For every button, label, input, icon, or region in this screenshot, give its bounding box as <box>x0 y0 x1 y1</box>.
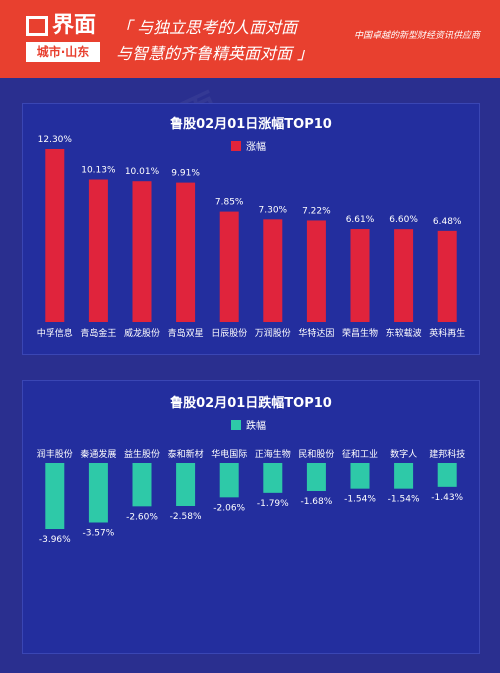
category-label: 益生股份 <box>124 448 160 460</box>
legend-label: 涨幅 <box>246 140 266 153</box>
bar <box>394 229 414 322</box>
brand-logo: 界面 城市·山东 <box>26 12 100 64</box>
data-label: -1.54% <box>388 495 420 505</box>
bar <box>45 149 65 322</box>
data-label: -2.60% <box>126 512 158 522</box>
chart-title: 鲁股02月01日跌幅TOP10 <box>170 395 332 411</box>
logo-sub-text: 城市·山东 <box>26 42 100 62</box>
logo-brand-text: 界面 <box>52 13 97 38</box>
category-label: 青岛双星 <box>168 327 204 339</box>
category-label: 华特达因 <box>298 327 334 339</box>
data-label: -1.68% <box>300 497 332 507</box>
category-label: 中孚信息 <box>37 327 73 339</box>
category-label: 秦通发展 <box>80 448 116 460</box>
data-label: 9.91% <box>171 169 200 179</box>
bar <box>437 230 457 322</box>
bar <box>132 463 152 507</box>
bar <box>176 463 196 506</box>
category-label: 英科再生 <box>429 327 465 339</box>
category-label: 建邦科技 <box>429 448 465 460</box>
data-label: -3.96% <box>39 535 71 545</box>
data-label: 10.01% <box>125 167 160 177</box>
bar <box>394 463 414 489</box>
slogan-line-2: 与智慧的齐鲁精英面对面 」 <box>116 44 314 63</box>
bar <box>306 220 326 322</box>
bar <box>437 463 457 487</box>
chart-title: 鲁股02月01日涨幅TOP10 <box>170 116 332 132</box>
category-label: 正海生物 <box>255 448 291 460</box>
data-label: -1.54% <box>344 495 376 505</box>
bar <box>306 463 326 491</box>
bar <box>176 182 196 322</box>
data-label: 12.30% <box>38 135 73 145</box>
category-label: 日辰股份 <box>211 327 247 339</box>
bar <box>263 219 283 322</box>
data-label: -2.58% <box>170 512 202 522</box>
header-banner: 界面 城市·山东 「 与独立思考的人面对面 与智慧的齐鲁精英面对面 」 中国卓越… <box>0 0 500 78</box>
category-label: 威龙股份 <box>124 327 160 339</box>
legend-swatch <box>231 420 241 430</box>
bar <box>45 463 65 529</box>
data-label: -1.43% <box>431 493 463 503</box>
category-label: 青岛金王 <box>80 327 116 339</box>
bar <box>132 181 152 322</box>
category-label: 数字人 <box>390 448 417 460</box>
tagline: 中国卓越的新型财经资讯供应商 <box>353 31 480 41</box>
data-label: 7.30% <box>259 205 288 215</box>
bar <box>219 463 239 498</box>
bar <box>350 229 370 322</box>
category-label: 万润股份 <box>255 327 291 339</box>
data-label: -2.06% <box>213 503 245 513</box>
bar <box>88 179 108 322</box>
data-label: 7.22% <box>302 206 331 216</box>
data-label: 7.85% <box>215 198 244 208</box>
slogan-line-1: 「 与独立思考的人面对面 <box>116 18 298 37</box>
category-label: 荣昌生物 <box>342 327 378 339</box>
legend-swatch <box>231 141 241 151</box>
data-label: -3.57% <box>82 529 114 539</box>
bar <box>350 463 370 489</box>
fall-chart-panel: 鲁股02月01日跌幅TOP10 跌幅润丰股份 -3.96% 秦通发展 -3.57% 益生股… <box>22 380 480 654</box>
data-label: 10.13% <box>81 166 116 176</box>
bar <box>263 463 283 493</box>
data-label: 6.48% <box>433 217 462 227</box>
data-label: 6.60% <box>389 215 418 225</box>
bar <box>219 211 239 322</box>
rise-chart-panel: 鲁股02月01日涨幅TOP10 涨幅 12.30% 中孚信息 10.13% 青岛金王 10.… <box>22 103 480 355</box>
legend-label: 跌幅 <box>246 419 266 432</box>
bar <box>88 463 108 523</box>
data-label: 6.61% <box>346 215 375 225</box>
category-label: 民和股份 <box>298 448 334 460</box>
category-label: 泰和新材 <box>168 448 204 460</box>
logo-frame-icon <box>26 16 48 36</box>
category-label: 润丰股份 <box>37 448 73 460</box>
category-label: 东软载波 <box>386 327 422 339</box>
category-label: 征和工业 <box>342 449 378 460</box>
category-label: 华电国际 <box>211 448 247 460</box>
rise-chart: 鲁股02月01日涨幅TOP10 涨幅 12.30% 中孚信息 10.13% 青岛金王 10.… <box>37 116 465 339</box>
data-label: -1.79% <box>257 499 289 509</box>
